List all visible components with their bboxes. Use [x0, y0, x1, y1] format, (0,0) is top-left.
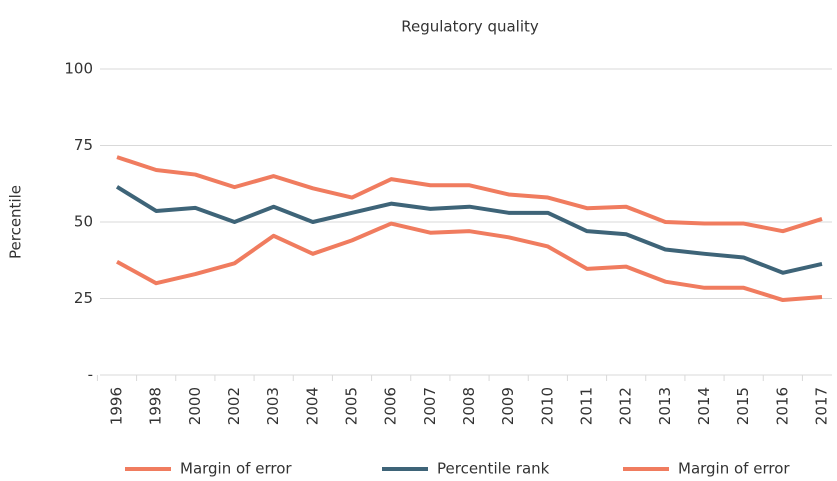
x-tick-label: 2003 [264, 387, 282, 425]
x-tick-label: 2009 [499, 387, 517, 425]
legend-label: Percentile rank [437, 460, 550, 478]
line-series [116, 221, 823, 303]
line-series [116, 155, 823, 234]
y-tick-label: 50 [74, 213, 93, 231]
legend-label: Margin of error [678, 460, 790, 478]
x-tick-label: 2012 [617, 387, 635, 425]
chart-title: Regulatory quality [401, 18, 539, 36]
x-tick-label: 2005 [343, 387, 361, 425]
legend-label: Margin of error [180, 460, 292, 478]
x-tick-label: 2000 [186, 387, 204, 425]
x-tick-label: 2004 [303, 387, 321, 425]
y-tick-label: - [88, 366, 93, 384]
x-tick-label: 2017 [813, 387, 831, 425]
x-tick-label: 2008 [460, 387, 478, 425]
y-tick-label: 75 [74, 136, 93, 154]
x-tick-label: 2011 [578, 387, 596, 425]
x-tick-label: 2006 [382, 387, 400, 425]
y-axis-label: Percentile [7, 185, 25, 259]
x-tick-label: 2013 [656, 387, 674, 425]
x-tick-label: 2014 [695, 387, 713, 425]
x-tick-label: 2007 [421, 387, 439, 425]
x-tick-label: 2015 [734, 387, 752, 425]
x-tick-label: 2002 [225, 387, 243, 425]
y-tick-label: 25 [74, 289, 93, 307]
x-tick-label: 1996 [108, 387, 126, 425]
x-tick-label: 1998 [147, 387, 165, 425]
x-tick-label: 2010 [538, 387, 556, 425]
y-tick-label: 100 [64, 60, 93, 78]
line-series [115, 185, 823, 275]
x-tick-label: 2016 [773, 387, 791, 425]
